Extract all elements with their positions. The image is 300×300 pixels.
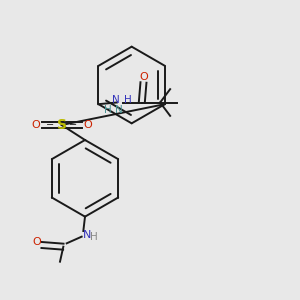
- Text: H: H: [124, 95, 132, 105]
- Text: N: N: [83, 230, 92, 240]
- Text: H: H: [104, 105, 112, 115]
- Text: O: O: [32, 237, 41, 247]
- Text: H: H: [90, 232, 98, 242]
- Text: =: =: [46, 119, 54, 129]
- Text: O: O: [139, 73, 148, 82]
- Text: =: =: [69, 119, 77, 129]
- Text: O: O: [83, 120, 92, 130]
- Text: N: N: [112, 95, 120, 105]
- Text: S: S: [57, 118, 67, 132]
- Text: N: N: [115, 105, 123, 115]
- Text: O: O: [31, 120, 40, 130]
